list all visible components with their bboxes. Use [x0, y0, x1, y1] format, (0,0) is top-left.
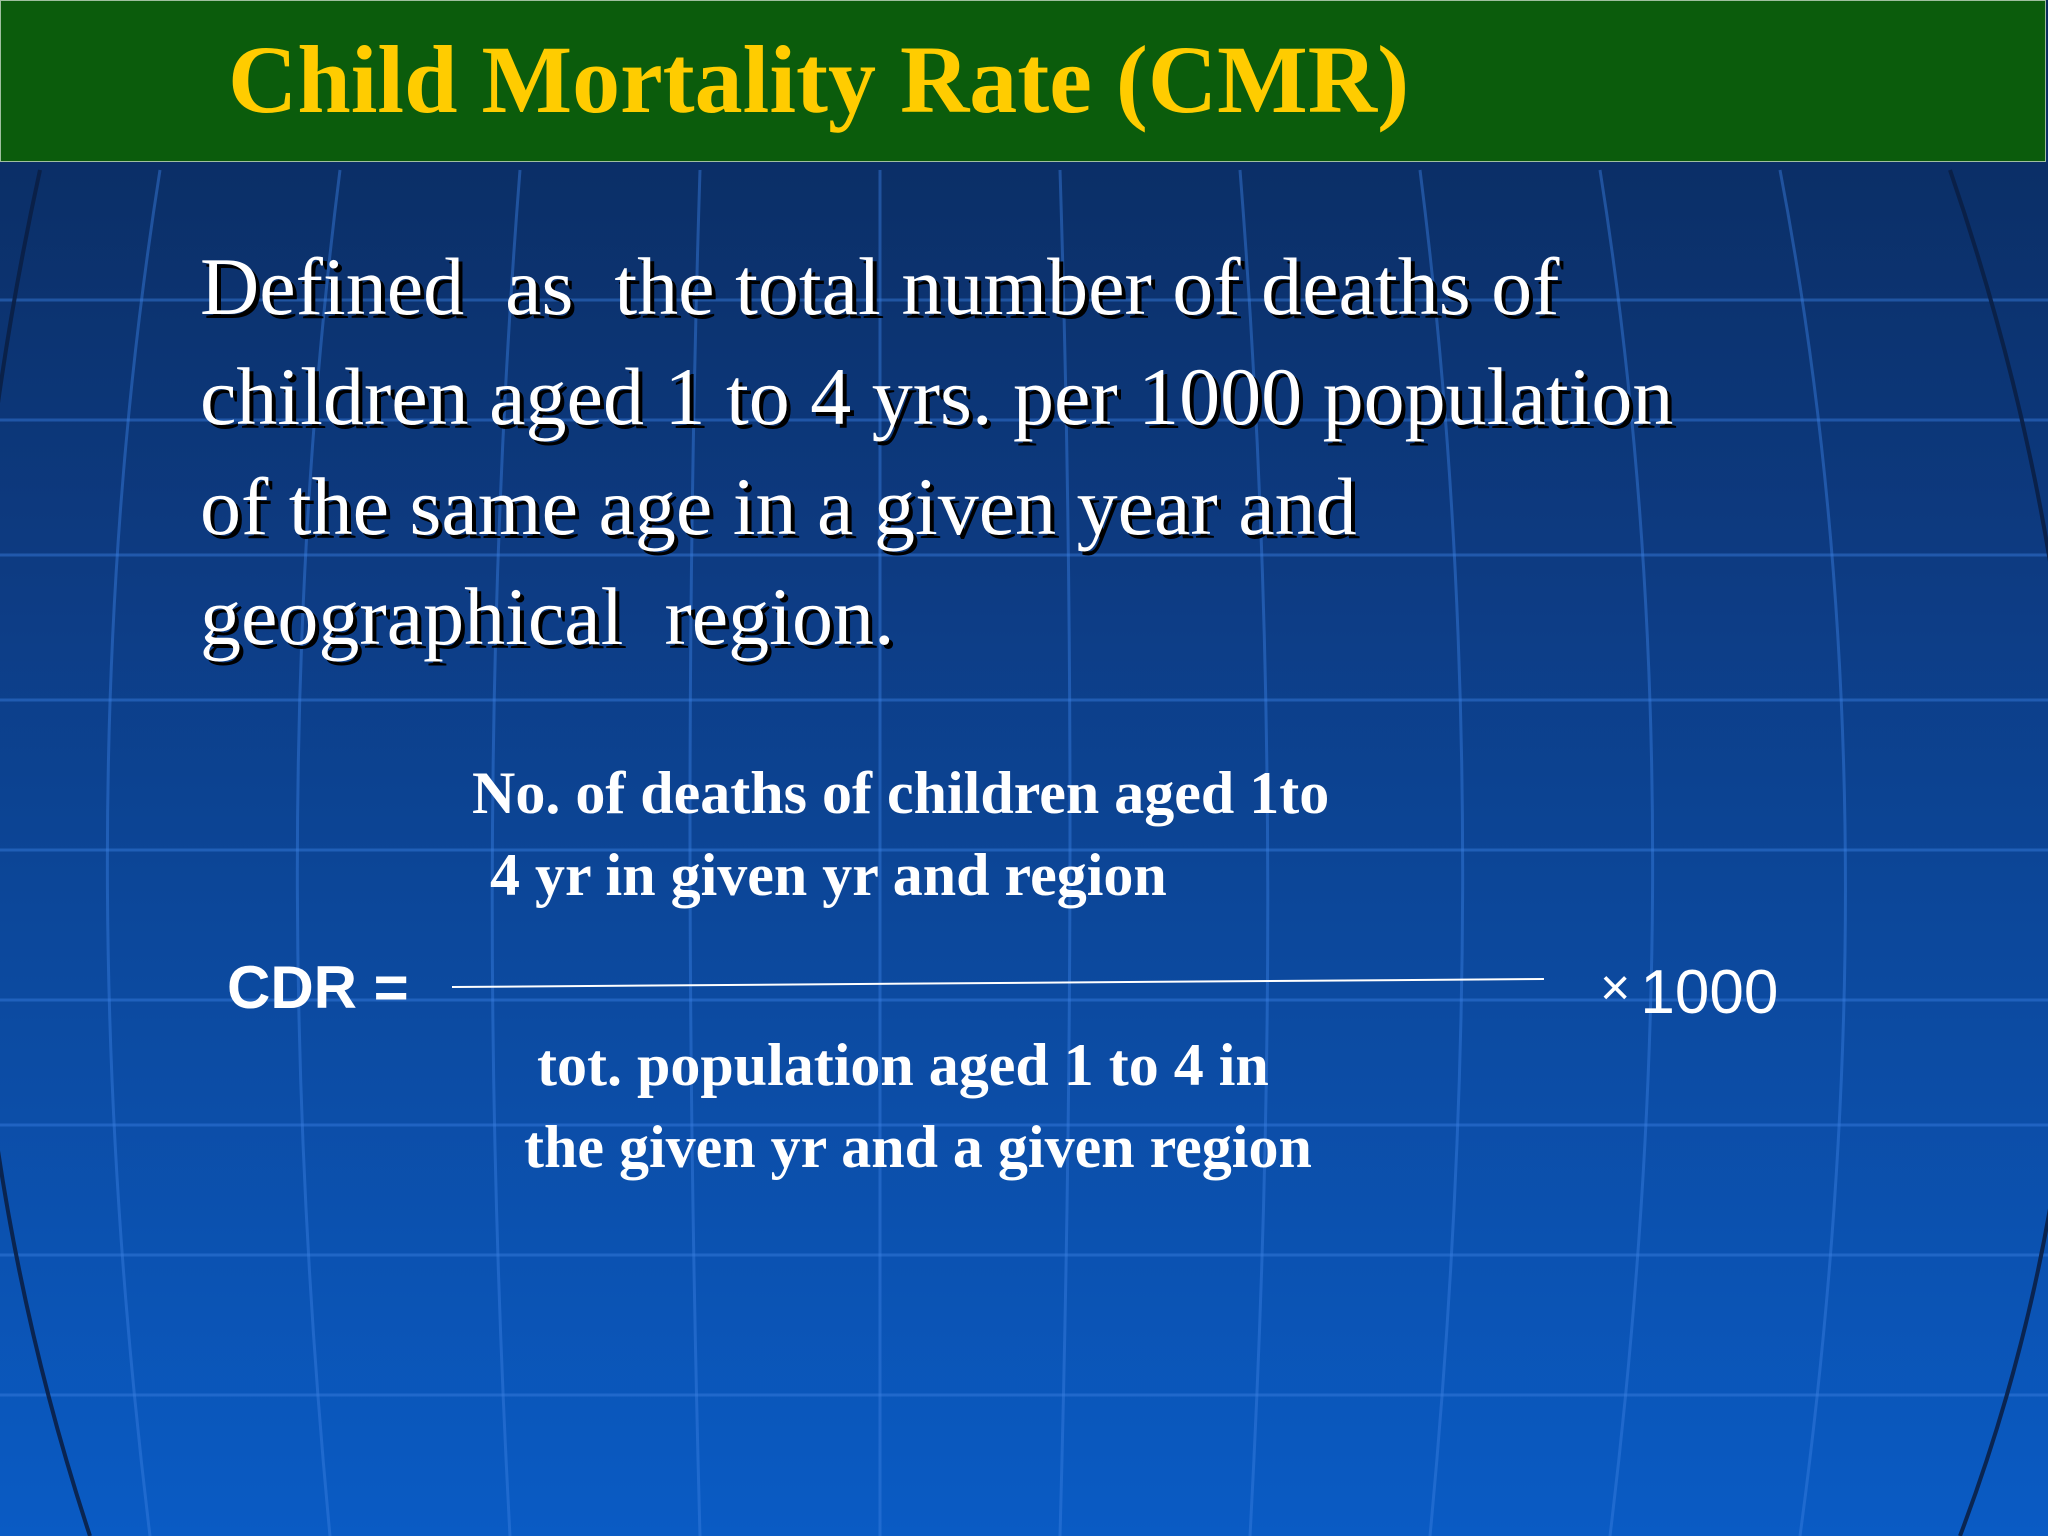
formula-lhs: CDR =	[227, 954, 409, 1021]
definition-line: Defined as the total number of deaths of	[200, 241, 1560, 332]
definition-line: of the same age in a given year and	[200, 461, 1357, 552]
formula-denominator-line-1: tot. population aged 1 to 4 in	[537, 1032, 1269, 1098]
definition-line: children aged 1 to 4 yrs. per 1000 popul…	[200, 351, 1674, 442]
formula-denominator-line-2: the given yr and a given region	[524, 1114, 1312, 1180]
times-symbol: ×	[1600, 959, 1631, 1017]
formula-numerator-line-1: No. of deaths of children aged 1to	[472, 760, 1330, 826]
definition-line: geographical region.	[200, 571, 895, 662]
definition-paragraph: Defined as the total number of deaths of…	[200, 232, 1900, 672]
formula-multiplier: × 1000	[1600, 948, 1778, 1033]
slide-title: Child Mortality Rate (CMR)	[228, 26, 1410, 133]
formula-numerator-line-2: 4 yr in given yr and region	[490, 842, 1167, 908]
multiplier-value: 1000	[1640, 958, 1779, 1027]
title-bar: Child Mortality Rate (CMR)	[0, 0, 2046, 162]
